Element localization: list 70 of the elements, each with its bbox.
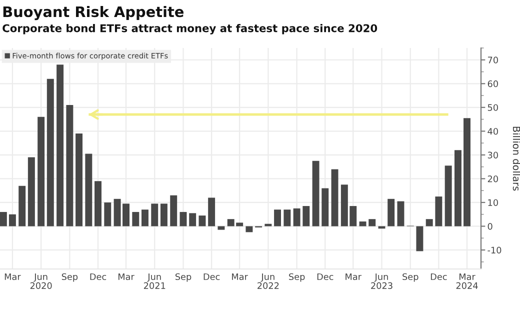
x-tick-label: Jun 2020 xyxy=(30,273,52,289)
bar xyxy=(180,212,187,226)
bar xyxy=(368,219,376,226)
bar xyxy=(426,219,433,226)
bar xyxy=(151,204,158,226)
bar xyxy=(76,134,83,226)
bar xyxy=(94,181,102,226)
y-tick-label: 70 xyxy=(488,56,498,64)
bar xyxy=(388,198,395,226)
x-tick-label: Dec xyxy=(90,273,106,280)
y-tick-label: 30 xyxy=(488,152,498,158)
bar xyxy=(359,221,366,226)
bar xyxy=(331,169,338,226)
y-tick-label: 50 xyxy=(488,104,498,111)
bar xyxy=(132,212,140,226)
bar xyxy=(397,201,404,226)
x-tick-label: Dec xyxy=(317,273,334,280)
bar xyxy=(160,204,168,226)
bar xyxy=(46,78,54,226)
bar xyxy=(322,188,329,226)
x-tick-label: Dec xyxy=(430,273,447,280)
bar xyxy=(170,195,178,226)
bar xyxy=(444,166,452,226)
x-tick-label: Jun 2022 xyxy=(258,273,279,289)
x-tick-label: Mar xyxy=(346,273,362,280)
bar xyxy=(0,212,7,226)
x-tick-label: Sep xyxy=(289,273,305,282)
x-tick-label: Sep xyxy=(175,273,192,282)
bar xyxy=(38,116,45,226)
x-tick-label: Jun 2021 xyxy=(144,273,166,289)
y-axis-title: Billion dollars xyxy=(512,126,520,191)
bar xyxy=(435,196,442,226)
bar xyxy=(8,214,16,226)
bar xyxy=(416,226,424,252)
x-tick-label: Mar xyxy=(232,273,248,280)
x-tick-label: Sep xyxy=(62,273,78,282)
chart-title: Buoyant Risk Appetite xyxy=(3,6,184,20)
bar xyxy=(208,198,216,226)
bar xyxy=(189,213,196,226)
bar xyxy=(18,186,26,226)
bar xyxy=(274,210,282,226)
y-tick-label: 40 xyxy=(488,128,498,135)
y-tick-label: 10 xyxy=(488,199,498,206)
y-tick-label: 0 xyxy=(488,223,492,230)
y-tick-label: 60 xyxy=(488,80,498,88)
bar xyxy=(198,216,206,226)
x-tick-label: Mar 2024 xyxy=(456,273,478,289)
x-tick-label: Dec xyxy=(204,273,220,280)
bar xyxy=(293,208,300,226)
bar xyxy=(302,206,310,226)
x-tick-label: Mar xyxy=(4,273,21,280)
bar xyxy=(66,105,74,226)
y-tick-label: -10 xyxy=(488,246,502,254)
bar xyxy=(85,154,92,226)
bar xyxy=(246,226,253,232)
bar xyxy=(104,202,112,226)
bar xyxy=(142,210,148,226)
bar xyxy=(378,226,386,229)
x-tick-label: Jun 2023 xyxy=(371,273,392,289)
y-tick-label: 20 xyxy=(488,175,498,182)
bar xyxy=(284,210,291,226)
bar xyxy=(218,226,225,230)
bar xyxy=(464,118,470,226)
bar xyxy=(28,157,35,226)
bar xyxy=(312,160,320,226)
x-tick-label: Mar xyxy=(118,273,134,280)
bar xyxy=(454,150,462,226)
x-tick-label: Sep xyxy=(402,273,418,282)
bar xyxy=(56,64,64,226)
chart-subtitle: Corporate bond ETFs attract money at fastest pace since 2020 xyxy=(2,24,378,34)
